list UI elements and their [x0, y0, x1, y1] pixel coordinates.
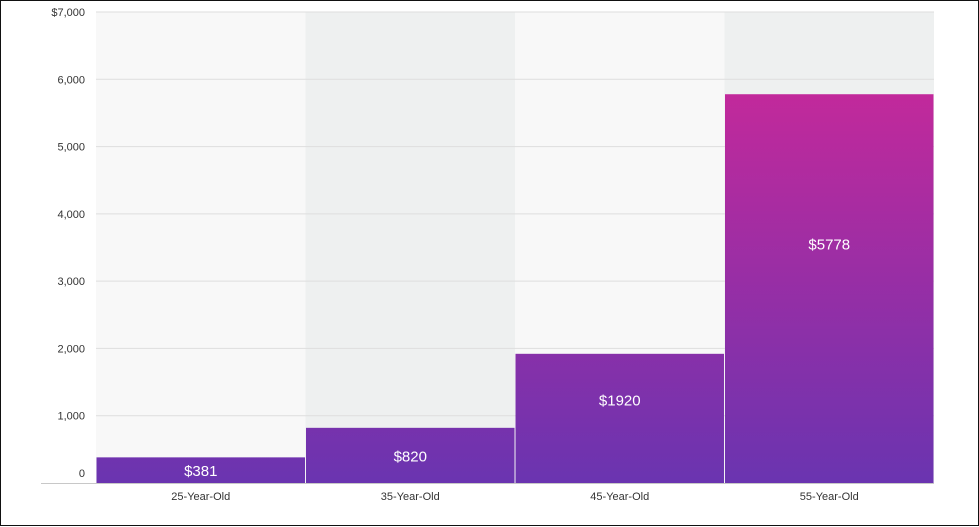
bar	[725, 94, 934, 483]
y-axis-ticks: 0 1,000 2,000 3,000 4,000 5,000 6,000 $7,000	[51, 7, 85, 480]
x-tick-label: 45-Year-Old	[590, 491, 649, 503]
y-tick-label: 2,000	[57, 343, 85, 355]
column-band	[305, 12, 515, 483]
bar	[306, 427, 515, 483]
y-tick-label: $7,000	[51, 7, 85, 19]
data-label: $5778	[808, 237, 850, 254]
data-label: $820	[394, 448, 427, 465]
y-tick-label: 3,000	[57, 276, 85, 288]
x-axis-ticks: 25-Year-Old 35-Year-Old 45-Year-Old 55-Year…	[171, 491, 858, 503]
y-tick-label: 5,000	[57, 142, 85, 154]
y-tick-label: 1,000	[57, 411, 85, 423]
data-label: $381	[184, 463, 217, 480]
x-tick-label: 35-Year-Old	[381, 491, 440, 503]
x-tick-label: 25-Year-Old	[171, 491, 230, 503]
y-tick-label: 4,000	[57, 209, 85, 221]
column-band	[96, 12, 306, 483]
bars	[96, 94, 934, 483]
bar	[515, 353, 724, 483]
y-tick-label: 6,000	[57, 74, 85, 86]
bar	[96, 457, 305, 483]
x-tick-label: 55-Year-Old	[800, 491, 859, 503]
y-tick-label: 0	[79, 468, 85, 480]
data-label: $1920	[599, 392, 641, 409]
data-labels: $381 $820 $1920 $5778	[184, 237, 850, 480]
